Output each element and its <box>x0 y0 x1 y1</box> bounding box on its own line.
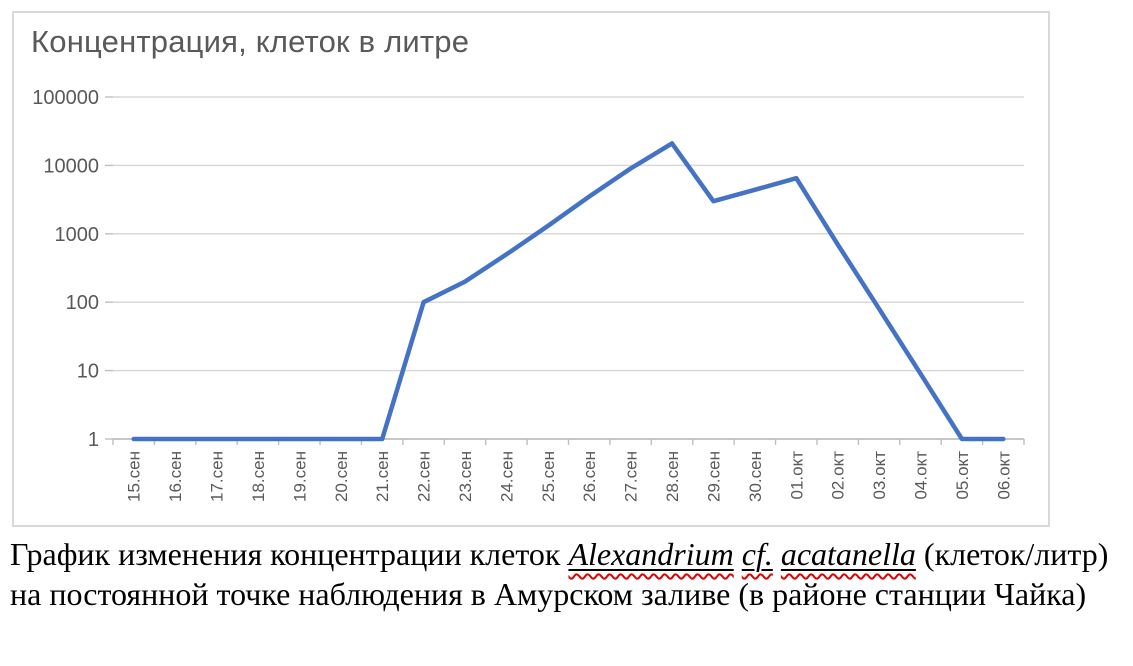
x-tick-label: 15.сен <box>125 451 144 502</box>
x-tick-label: 30.сен <box>746 451 765 502</box>
x-tick-label: 18.сен <box>249 451 268 502</box>
species-word: Alexandrium <box>568 536 733 572</box>
x-tick-label: 27.сен <box>622 451 641 502</box>
species-word: acatanella <box>781 536 916 572</box>
x-tick-label: 23.сен <box>456 451 475 502</box>
spellcheck-squiggle: cf. <box>741 536 773 572</box>
y-tick-label: 100 <box>66 292 99 314</box>
x-tick-label: 29.сен <box>704 451 723 502</box>
series-line <box>131 141 1006 442</box>
x-tick-label: 19.сен <box>290 451 309 502</box>
y-tick-label: 10000 <box>43 155 99 177</box>
x-tick-label: 02.окт <box>829 451 848 500</box>
x-tick-label: 25.сен <box>539 451 558 502</box>
x-tick-label: 05.окт <box>953 451 972 500</box>
x-tick-label: 28.сен <box>663 451 682 502</box>
x-tick-label: 03.окт <box>870 451 889 500</box>
spellcheck-squiggle: acatanella <box>780 536 916 572</box>
y-tick-label: 10 <box>77 361 99 383</box>
x-tick-label: 17.сен <box>208 451 227 502</box>
x-tick-label: 01.окт <box>787 451 806 500</box>
figure-caption: График изменения концентрации клеток Ale… <box>10 534 1130 614</box>
y-tick-label: 1000 <box>55 224 100 246</box>
x-tick-label: 22.сен <box>415 451 434 502</box>
y-tick-label: 1 <box>88 429 99 451</box>
x-tick-label: 16.сен <box>166 451 185 502</box>
x-tick-label: 04.окт <box>911 451 930 500</box>
species-name: Alexandrium cf. acatanella <box>568 536 915 572</box>
chart-plot: 1 10 100 1000 10000 100000 15.сен 16.сен 17.сен 1… <box>32 87 1025 502</box>
x-tick-label: 06.окт <box>994 451 1013 500</box>
x-tick-label: 20.сен <box>332 451 351 502</box>
x-tick-label: 26.сен <box>580 451 599 502</box>
chart-title: Концентрация, клеток в литре <box>31 24 470 59</box>
caption-text-before: График изменения концентрации клеток <box>10 536 569 572</box>
y-tick-label: 100000 <box>32 87 99 109</box>
chart-frame: Концентрация, клеток в литре 1 10 100 1000 1… <box>12 11 1050 527</box>
spellcheck-squiggle: Alexandrium <box>568 536 734 572</box>
x-tick-label: 21.сен <box>373 451 392 502</box>
x-tick-label: 24.сен <box>497 451 516 502</box>
caption-text-after: (клеток/литр) на постоянной точке наблюд… <box>10 536 1109 612</box>
species-word: cf. <box>742 536 773 572</box>
